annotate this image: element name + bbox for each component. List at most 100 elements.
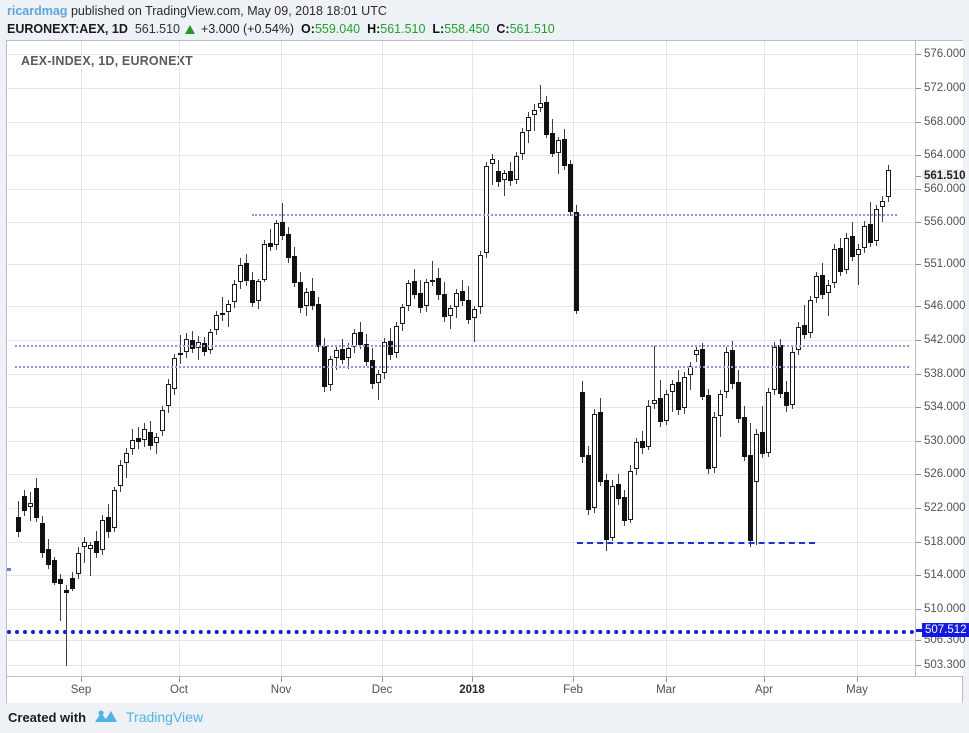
gridline-vertical	[179, 41, 180, 676]
gridline-vertical	[472, 41, 473, 676]
candle-body-down	[298, 282, 303, 309]
time-axis-label: 2018	[459, 684, 485, 696]
candle-body-down	[106, 517, 111, 533]
candle-body-down	[622, 497, 627, 522]
candle-body-down	[820, 274, 825, 295]
candle-body-up	[328, 359, 333, 386]
price-tick	[916, 306, 921, 308]
candle-body-down	[202, 343, 207, 352]
current-price-label[interactable]: 561.510	[922, 169, 968, 184]
time-tick	[764, 677, 765, 682]
candle-body-up	[400, 307, 405, 325]
candle-body-down	[286, 234, 291, 258]
candle-body-up	[472, 308, 477, 319]
candle-body-down	[136, 438, 141, 443]
candle-body-up	[766, 392, 771, 453]
close-key: C:	[496, 22, 510, 36]
time-axis[interactable]: Sep Oct Nov Dec 2018 Feb Mar Apr May	[7, 676, 962, 703]
candle-body-up	[664, 393, 669, 421]
time-tick	[573, 677, 574, 682]
price-axis-label: 560.000	[924, 182, 966, 195]
candle-body-up	[382, 341, 387, 373]
time-tick	[666, 677, 667, 682]
gridline-horizontal	[7, 373, 915, 375]
candle-body-down	[22, 496, 27, 512]
footer: Created with TradingView	[8, 705, 203, 729]
chart-plot-area[interactable]: AEX-INDEX, 1D, EURONEXT	[7, 41, 915, 676]
candle-body-down	[742, 417, 747, 457]
author-name[interactable]: ricardmag	[7, 4, 68, 18]
candle-body-down	[778, 345, 783, 394]
candle-body-up	[334, 350, 339, 359]
gridline-horizontal	[7, 188, 915, 190]
candle-body-up	[796, 326, 801, 351]
overlay-resistance-541[interactable]	[15, 345, 909, 348]
candle-body-down	[436, 277, 441, 296]
candle-wick	[828, 280, 829, 317]
candle-body-up	[118, 465, 123, 487]
candle-wick	[762, 405, 763, 459]
candle-body-up	[832, 249, 837, 283]
publish-text: published on TradingView.com, May 09, 20…	[70, 4, 387, 18]
candle-body-up	[484, 166, 489, 254]
candle-body-up	[172, 357, 177, 389]
candle-wick	[492, 154, 493, 186]
price-axis[interactable]: 576.000 572.000 568.000 564.000 561.510 560.0…	[915, 41, 969, 676]
candle-wick	[60, 573, 61, 621]
price-tick	[916, 373, 921, 375]
candle-body-down	[784, 392, 789, 407]
symbol-label[interactable]: EURONEXT:AEX, 1D	[7, 22, 128, 36]
gridline-horizontal	[7, 639, 915, 641]
candle-body-down	[700, 349, 705, 398]
price-tick	[916, 188, 921, 190]
candle-body-down	[46, 549, 51, 566]
price-tick	[916, 608, 921, 610]
time-axis-label: Apr	[755, 684, 773, 696]
price-tick	[916, 121, 921, 123]
candle-body-up	[100, 519, 105, 550]
candle-body-up	[532, 109, 537, 115]
chart-frame: AEX-INDEX, 1D, EURONEXT 576.000 572.000 56…	[6, 40, 969, 703]
candle-body-down	[496, 171, 501, 183]
candle-body-up	[112, 490, 117, 529]
gridline-horizontal	[7, 508, 915, 509]
overlay-support-518[interactable]	[577, 542, 815, 545]
gridline-horizontal	[7, 474, 915, 476]
price-tick	[916, 407, 921, 409]
gridline-horizontal	[7, 407, 915, 409]
candle-body-up	[502, 172, 507, 181]
overlay-alert-507[interactable]	[7, 629, 915, 634]
candle-body-up	[28, 502, 33, 508]
candle-wick	[858, 244, 859, 285]
candle-body-up	[754, 434, 759, 482]
gridline-horizontal	[7, 222, 915, 224]
price-axis-label: 572.000	[924, 82, 966, 95]
candle-body-up	[376, 374, 381, 383]
candle-wick	[90, 541, 91, 577]
gridline-horizontal	[7, 121, 915, 123]
candle-body-down	[244, 262, 249, 282]
candle-body-down	[640, 440, 645, 449]
candle-body-up	[514, 156, 519, 180]
candle-body-up	[124, 452, 129, 464]
price-axis-label: 518.000	[924, 535, 966, 548]
candle-body-down	[58, 578, 63, 584]
alert-price-label[interactable]: 507.512	[922, 622, 969, 637]
candle-body-up	[406, 282, 411, 306]
candle-body-down	[760, 432, 765, 455]
candle-body-up	[592, 413, 597, 508]
candle-body-down	[442, 293, 447, 318]
candle-body-down	[562, 139, 567, 167]
tradingview-brand[interactable]: TradingView	[126, 709, 204, 725]
candle-body-down	[280, 221, 285, 236]
candle-body-down	[148, 432, 153, 446]
overlay-support-539[interactable]	[15, 366, 909, 369]
gridline-horizontal	[7, 264, 915, 266]
price-axis-label: 538.000	[924, 367, 966, 380]
candle-body-down	[364, 344, 369, 362]
overlay-resistance-557[interactable]	[252, 214, 897, 217]
candle-body-up	[154, 437, 159, 444]
candle-wick	[156, 433, 157, 455]
candle-body-down	[268, 242, 273, 247]
price-tick	[916, 665, 921, 667]
